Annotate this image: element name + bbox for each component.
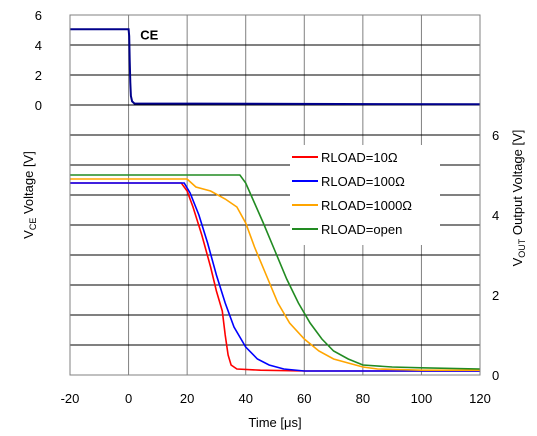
x-tick-label: 60	[297, 391, 311, 406]
x-tick-label: 20	[180, 391, 194, 406]
x-tick-label: 80	[356, 391, 370, 406]
legend-entry: RLOAD=1000Ω	[292, 198, 412, 213]
x-tick-label: 120	[469, 391, 491, 406]
ce-signal-line	[70, 28, 481, 106]
legend-entry: RLOAD=open	[292, 222, 402, 237]
legend-label: RLOAD=open	[321, 222, 402, 237]
y-right-tick-label: 6	[492, 128, 499, 143]
legend: RLOAD=10Ω RLOAD=100Ω RLOAD=1000Ω RLOAD=open	[290, 145, 440, 245]
legend-entry: RLOAD=10Ω	[292, 150, 398, 165]
plot-frame	[69, 14, 481, 376]
x-tick-label: 100	[411, 391, 433, 406]
x-tick-label: -20	[61, 391, 80, 406]
x-tick-label: 0	[125, 391, 132, 406]
series-lines	[70, 28, 481, 372]
ce-annotation: CE	[140, 28, 158, 43]
x-tick-label: 40	[238, 391, 252, 406]
legend-label: RLOAD=1000Ω	[321, 198, 412, 213]
series-line	[70, 182, 480, 372]
y-right-tick-label: 4	[492, 208, 499, 223]
legend-entry: RLOAD=100Ω	[292, 174, 405, 189]
y-left-tick-label: 6	[35, 8, 42, 23]
y-axis-left-title: VCE Voltage [V]	[21, 151, 38, 239]
legend-label: RLOAD=100Ω	[321, 174, 405, 189]
y-left-tick-label: 0	[35, 98, 42, 113]
y-left-tick-label: 2	[35, 68, 42, 83]
y-left-tick-label: 4	[35, 38, 42, 53]
y-right-tick-label: 0	[492, 368, 499, 383]
x-axis-title: Time [μs]	[248, 415, 301, 430]
legend-label: RLOAD=10Ω	[321, 150, 398, 165]
y-axis-right-title: VOUT Output Voltage [V]	[510, 130, 527, 267]
series-line	[70, 174, 481, 370]
series-line	[70, 178, 480, 372]
series-line	[70, 182, 480, 372]
y-right-tick-label: 2	[492, 288, 499, 303]
